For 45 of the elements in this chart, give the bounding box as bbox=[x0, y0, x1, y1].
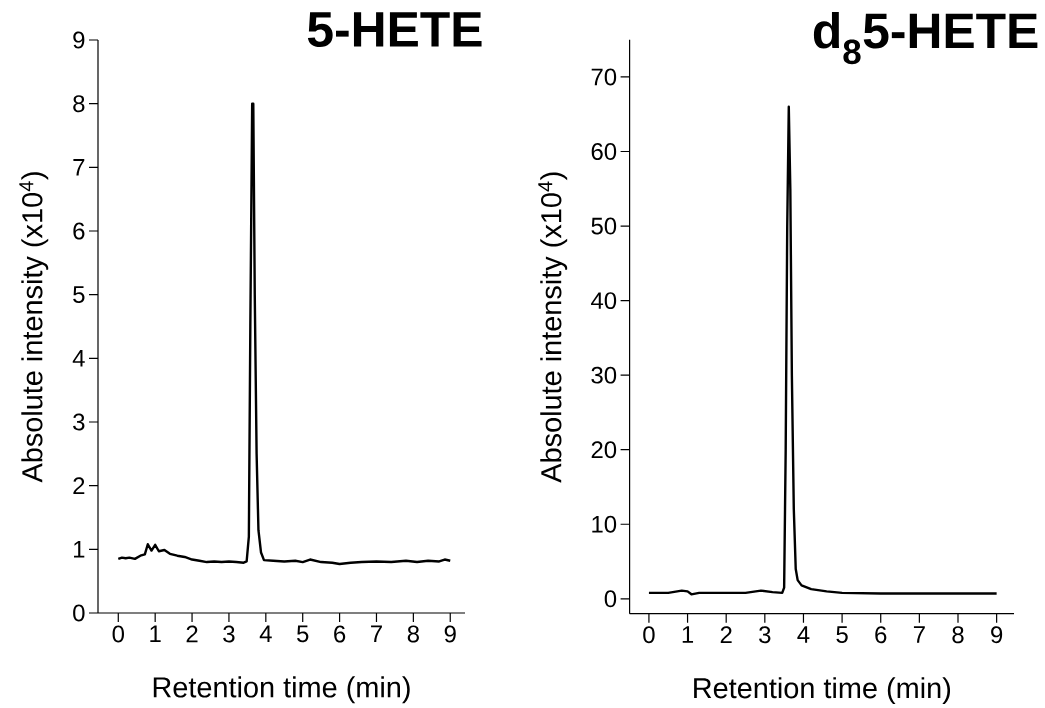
x-tick-label: 0 bbox=[643, 626, 655, 644]
x-tick-label: 3 bbox=[759, 626, 771, 644]
y-tick-label: 50 bbox=[591, 217, 617, 235]
y-tick-label: 3 bbox=[73, 413, 85, 431]
x-tick-label: 9 bbox=[991, 626, 1003, 644]
y-tick-label: 40 bbox=[591, 292, 617, 310]
y-tick-label: 4 bbox=[72, 350, 85, 367]
y-tick-label: 0 bbox=[73, 604, 85, 622]
y-tick-label: 30 bbox=[591, 366, 617, 384]
x-tick-label: 6 bbox=[875, 626, 887, 644]
x-tick-label: 7 bbox=[913, 626, 925, 643]
y-tick-label: 10 bbox=[592, 515, 617, 533]
y-tick-label: 1 bbox=[74, 541, 85, 558]
x-tick-label: 2 bbox=[186, 625, 198, 643]
y-tick-label: 5 bbox=[73, 286, 85, 304]
x-tick-label: 9 bbox=[444, 625, 456, 643]
chart-title: 5-HETE bbox=[307, 12, 482, 48]
x-tick-label: 6 bbox=[334, 625, 346, 643]
x-tick-label: 8 bbox=[407, 625, 419, 643]
y-tick-label: 60 bbox=[591, 143, 617, 160]
line-series bbox=[117, 102, 452, 566]
x-tick-label: 4 bbox=[797, 626, 810, 643]
x-tick-label: 3 bbox=[223, 625, 235, 643]
y-axis-title: Absolute intensity (x10$^{4}$) bbox=[538, 172, 568, 483]
y-tick-label: 0 bbox=[604, 590, 617, 608]
x-tick-label: 1 bbox=[682, 626, 694, 643]
x-axis-title: Retention time (min) bbox=[694, 677, 951, 705]
y-tick-label: 20 bbox=[591, 441, 617, 459]
x-tick-label: 5 bbox=[836, 626, 848, 643]
x-tick-label: 5 bbox=[297, 625, 309, 643]
chart-title: d$_{8}$5-HETE bbox=[813, 11, 1038, 65]
y-tick-label: 9 bbox=[73, 31, 85, 49]
y-tick-label: 70 bbox=[591, 68, 617, 86]
y-tick-label: 2 bbox=[73, 477, 85, 495]
y-tick-label: 8 bbox=[73, 95, 85, 113]
y-axis-title: Absolute intensity (x10$^{4}$) bbox=[19, 172, 49, 483]
x-tick-label: 7 bbox=[371, 625, 382, 642]
x-tick-label: 2 bbox=[720, 626, 732, 643]
x-tick-label: 4 bbox=[259, 625, 272, 642]
x-tick-label: 0 bbox=[112, 625, 124, 643]
x-tick-label: 1 bbox=[150, 625, 161, 642]
y-tick-label: 6 bbox=[73, 222, 85, 240]
y-tick-label: 7 bbox=[73, 159, 85, 176]
x-axis-title: Retention time (min) bbox=[153, 676, 410, 704]
x-tick-label: 8 bbox=[952, 626, 964, 644]
